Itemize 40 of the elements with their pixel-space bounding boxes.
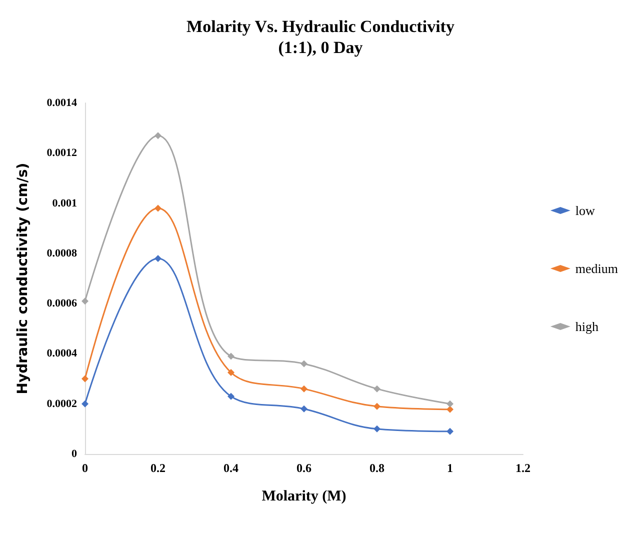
x-tick-label: 0.4 <box>224 461 238 475</box>
point <box>82 400 88 408</box>
y-tick-label: 0.001 <box>52 197 77 210</box>
point <box>228 352 234 360</box>
point <box>154 204 162 212</box>
y-tick-label: 0.0006 <box>46 298 78 310</box>
y-tick-label: 0.0012 <box>46 147 78 160</box>
y-tick-label: 0.0008 <box>46 247 78 260</box>
point <box>300 360 308 368</box>
point <box>228 392 234 400</box>
point <box>446 400 454 408</box>
point <box>300 385 308 392</box>
point <box>300 405 308 412</box>
x-tick-label: 0.8 <box>370 461 384 475</box>
point <box>154 254 162 262</box>
point <box>446 406 454 413</box>
legend-label: high <box>575 319 600 334</box>
point <box>446 428 454 435</box>
point <box>374 425 380 432</box>
y-tick-label: 0.0004 <box>46 348 78 360</box>
x-tick-label: 1.2 <box>516 461 530 475</box>
point <box>374 385 380 392</box>
x-tick-label: 0 <box>82 461 88 475</box>
point <box>82 375 88 382</box>
x-tick-label: 0.6 <box>296 461 312 475</box>
y-tick-label: 0.0002 <box>46 398 78 410</box>
point <box>154 132 162 140</box>
x-axis-title: Molarity (M) <box>262 488 346 504</box>
point <box>228 369 234 376</box>
point <box>374 402 380 410</box>
y-tick-label: 0.0014 <box>46 97 78 109</box>
point <box>82 298 88 305</box>
y-axis-title: Hydraulic conductivity (cm/s) <box>15 162 31 394</box>
legend-label: medium <box>575 261 618 276</box>
y-tick-label: 0 <box>72 448 78 460</box>
x-tick-label: 1 <box>447 461 453 475</box>
chart-subtitle: (1:1), 0 Day <box>278 38 364 57</box>
legend-label: low <box>575 203 596 218</box>
x-tick-label: 0.2 <box>150 461 166 475</box>
chart-title: Molarity Vs. Hydraulic Conductivity <box>186 17 455 36</box>
